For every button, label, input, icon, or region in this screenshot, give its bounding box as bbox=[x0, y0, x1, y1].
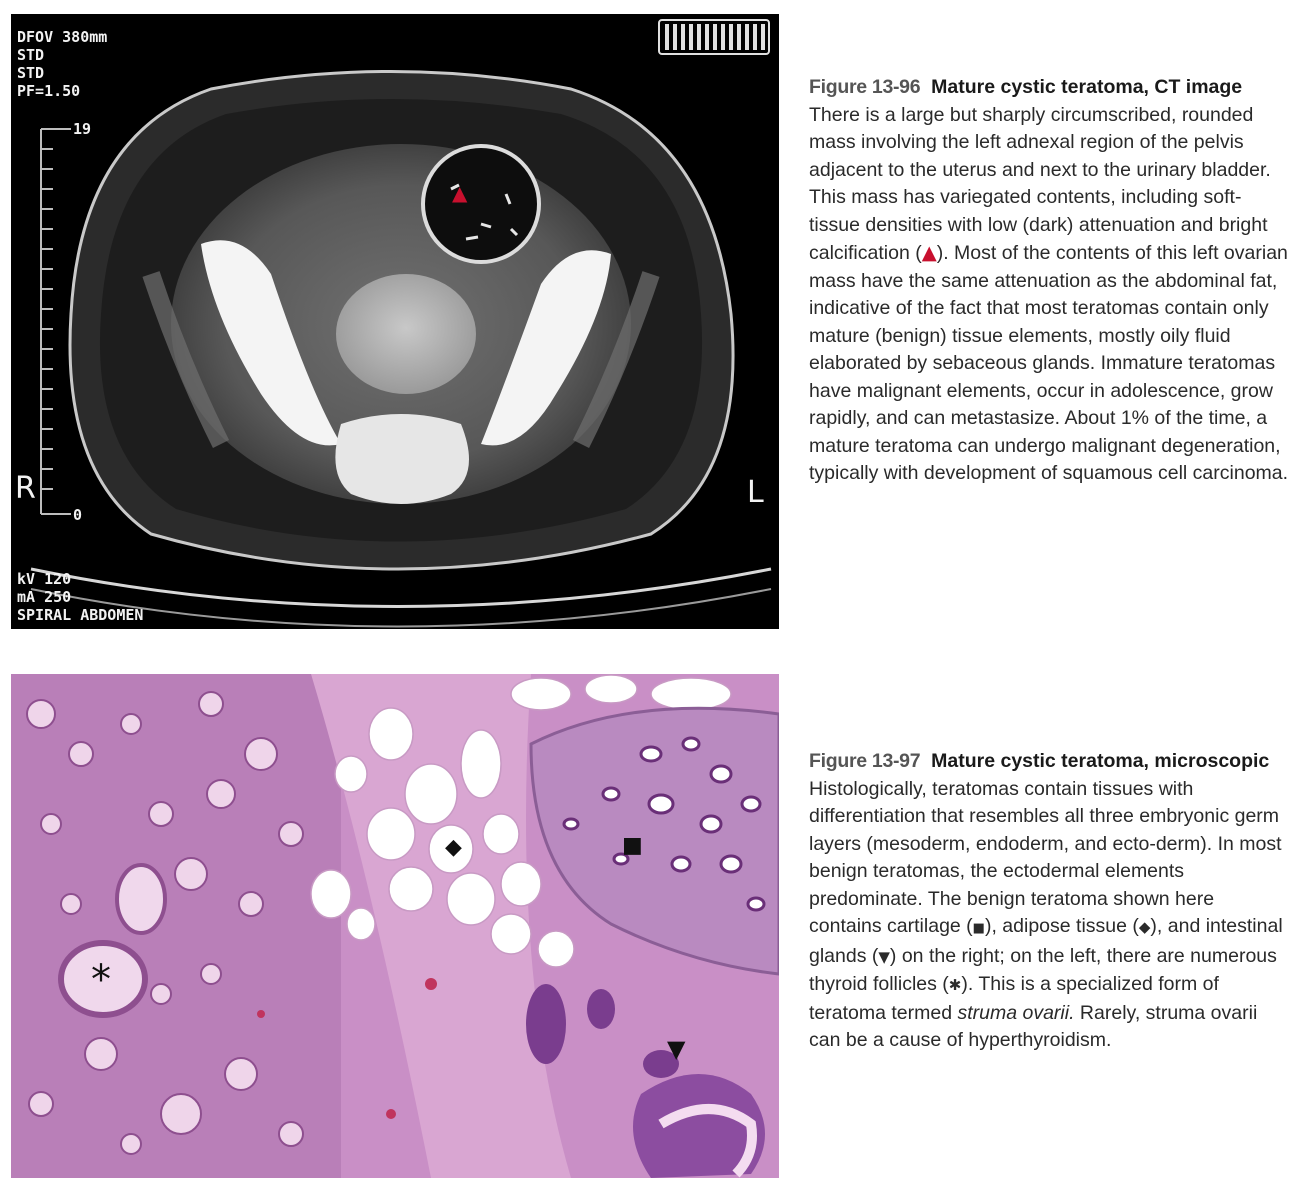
figure-13-96-text: There is a large but sharply circumscrib… bbox=[809, 102, 1289, 488]
figure-title: Mature cystic teratoma, microscopic bbox=[931, 750, 1270, 772]
figure-13-97-text: Histologically, teratomas contain tissue… bbox=[809, 776, 1289, 1055]
caption-text-part: ), adipose tissue ( bbox=[984, 915, 1139, 937]
figure-13-96-caption: Figure 13-96 Mature cystic teratoma, CT … bbox=[809, 74, 1289, 488]
figure-13-97-heading: Figure 13-97 Mature cystic teratoma, mic… bbox=[809, 748, 1289, 776]
std-label-2: STD bbox=[17, 64, 45, 82]
follicle-marker: * bbox=[91, 957, 111, 1003]
figure-number: Figure 13-97 bbox=[809, 750, 921, 772]
asterisk-icon: ✱ bbox=[948, 976, 962, 994]
ct-image: DFOV 380mm STD STD PF=1.50 19 0 R L kV 120 m… bbox=[11, 14, 779, 629]
caption-text-part: ). Most of the contents of this left ova… bbox=[809, 242, 1289, 484]
scale-bottom-value: 0 bbox=[73, 506, 83, 524]
pf-label: PF=1.50 bbox=[17, 82, 81, 100]
histology-image: * ◆ ■ ▼ bbox=[11, 674, 779, 1178]
scan-parameters: DFOV 380mm STD STD PF=1.50 bbox=[17, 28, 107, 100]
caption-text-part: Rarely, struma ovarii can be a cause of … bbox=[809, 1001, 1258, 1052]
diamond-icon: ◆ bbox=[1138, 918, 1151, 936]
caption-text-part: ) on the right; on the left, there are n… bbox=[809, 944, 1277, 996]
struma-ovarii-term: struma ovarii. bbox=[957, 1001, 1075, 1024]
down-triangle-icon: ▼ bbox=[878, 947, 890, 966]
caption-text-part: There is a large but sharply circumscrib… bbox=[809, 103, 1271, 265]
right-side-marker: R bbox=[15, 471, 36, 506]
figure-13-96-heading: Figure 13-96 Mature cystic teratoma, CT … bbox=[809, 74, 1289, 102]
std-label-1: STD bbox=[17, 46, 45, 64]
ct-scan-graphic bbox=[11, 14, 779, 629]
figure-number: Figure 13-96 bbox=[809, 76, 921, 98]
dfov-label: DFOV 380mm bbox=[17, 28, 108, 46]
adipose-marker: ◆ bbox=[445, 835, 462, 860]
caption-text-part: ). This is a specialized form of teratom… bbox=[809, 973, 1219, 1024]
caption-text-part: ), and intestinal glands ( bbox=[809, 915, 1283, 967]
caption-text-part: Histologically, teratomas contain tissue… bbox=[809, 777, 1282, 938]
cartilage-marker: ■ bbox=[622, 833, 643, 858]
calcification-marker: ▲ bbox=[452, 181, 468, 205]
protocol-label: SPIRAL ABDOMEN bbox=[17, 606, 144, 624]
glands-marker: ▼ bbox=[667, 1035, 686, 1063]
left-side-marker: L bbox=[747, 475, 764, 510]
red-triangle-icon: ▲ bbox=[921, 241, 937, 264]
histology-graphic bbox=[11, 674, 779, 1178]
square-icon: ■ bbox=[972, 921, 985, 936]
ma-label: mA 250 bbox=[17, 588, 72, 606]
figure-title: Mature cystic teratoma, CT image bbox=[931, 76, 1243, 98]
kv-label: kV 120 bbox=[17, 570, 72, 588]
acquisition-parameters: kV 120 mA 250 SPIRAL ABDOMEN bbox=[17, 570, 143, 624]
figure-13-97-caption: Figure 13-97 Mature cystic teratoma, mic… bbox=[809, 748, 1289, 1055]
scale-top-value: 19 bbox=[73, 120, 92, 138]
